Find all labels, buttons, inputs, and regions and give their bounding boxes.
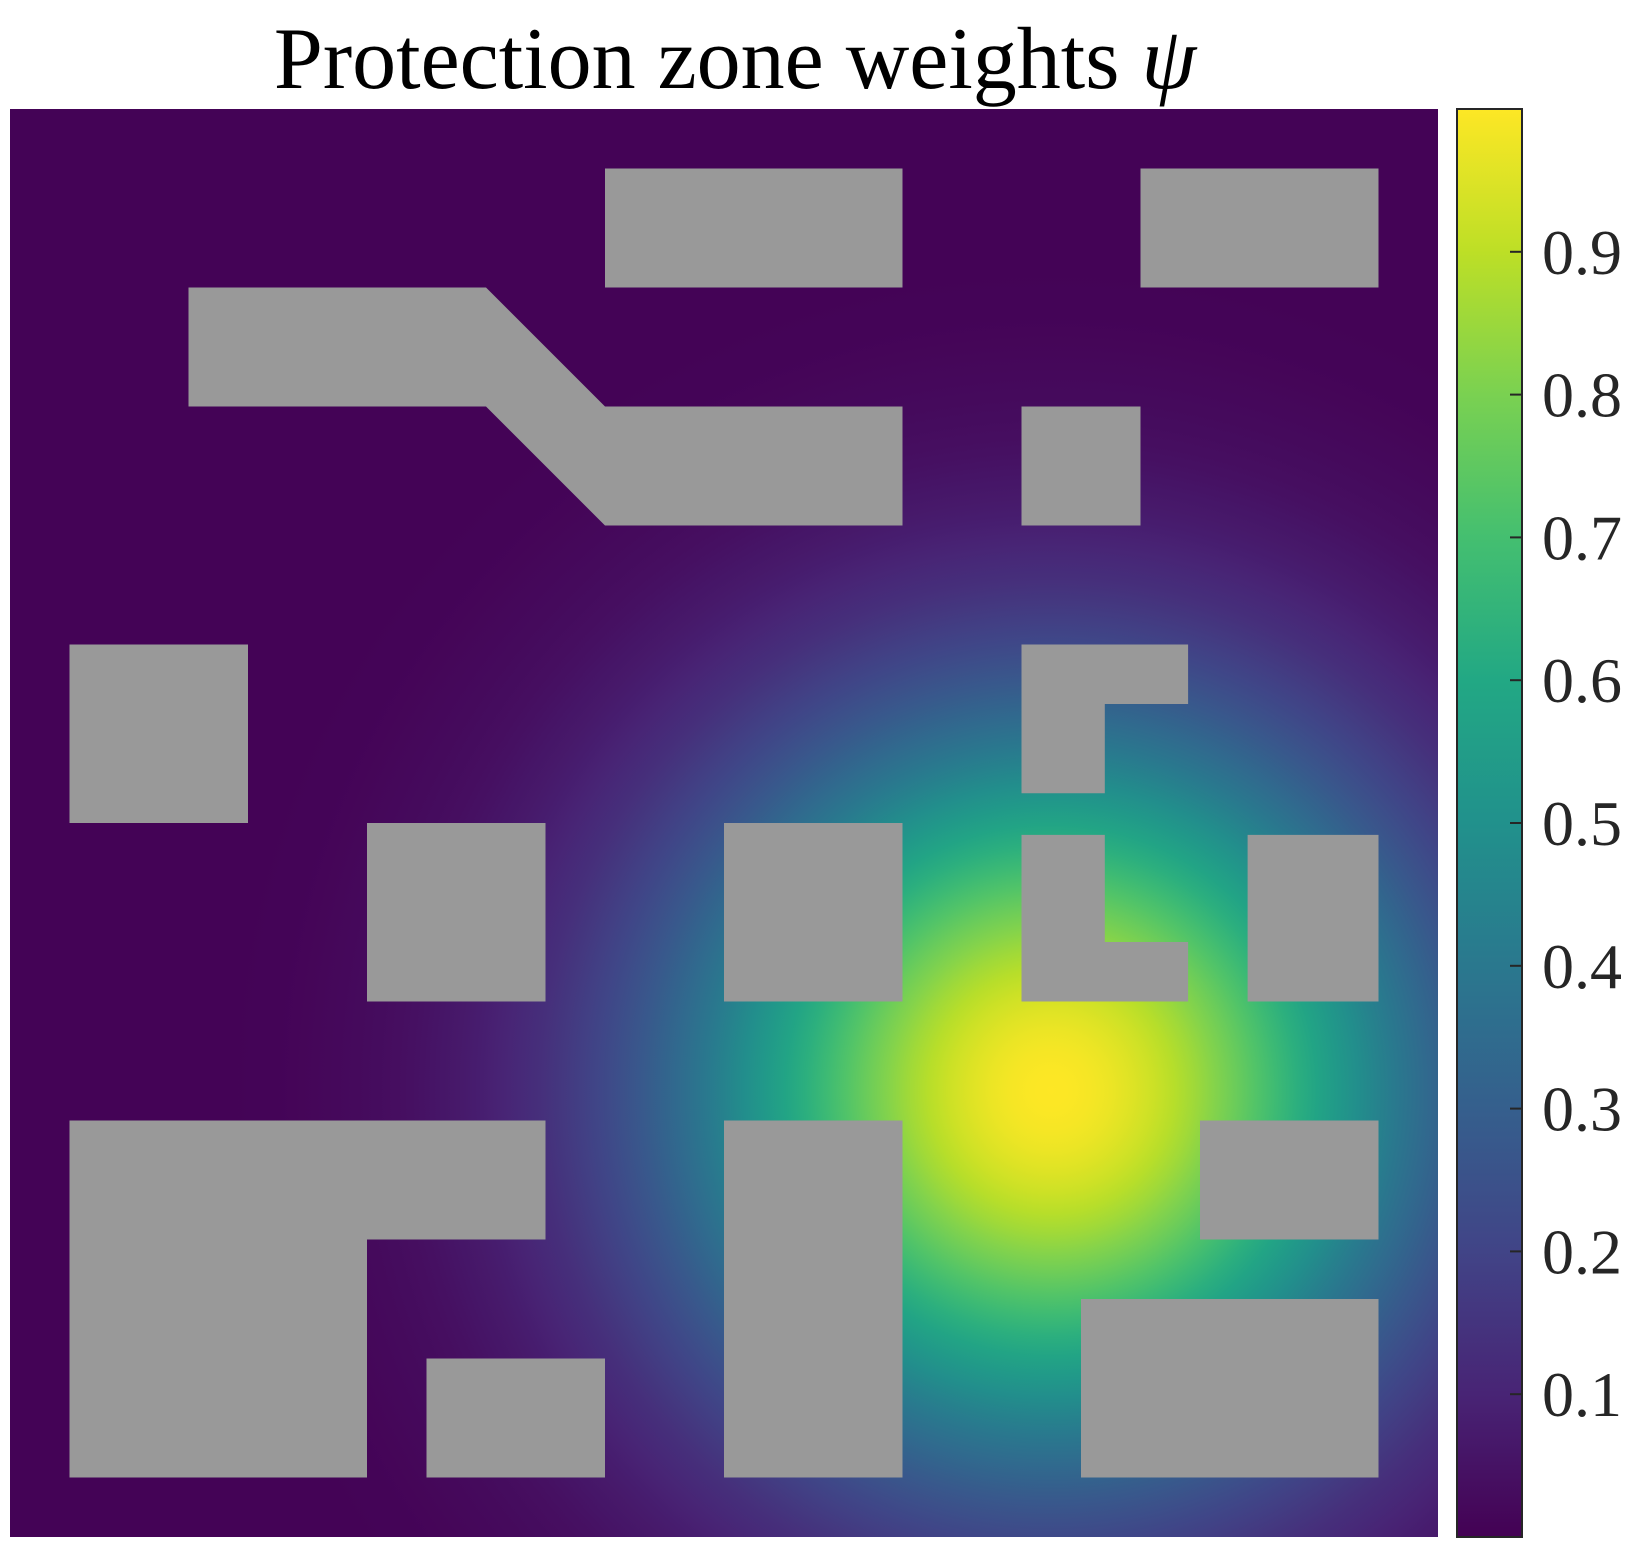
obstacle-5	[69, 644, 248, 823]
obstacle-15	[1081, 1299, 1379, 1478]
obstacle-layer	[69, 168, 1379, 1478]
colorbar-tick-label-4: 0.4	[1542, 931, 1622, 1002]
colorbar-tick-label-3: 0.3	[1542, 1074, 1622, 1145]
obstacle-9	[1021, 834, 1189, 1002]
obstacle-3	[188, 287, 903, 526]
chart-title: Protection zone weights ψ	[274, 11, 1198, 108]
obstacle-11	[69, 1120, 546, 1478]
obstacle-10	[1247, 834, 1379, 1002]
obstacle-2	[1140, 168, 1379, 288]
heatmap-plot-area	[10, 109, 1438, 1537]
colorbar-tick-label-8: 0.8	[1542, 360, 1622, 431]
obstacle-1	[605, 168, 903, 288]
obstacle-14	[426, 1358, 605, 1478]
colorbar-ticks: 0.1 0.2 0.3 0.4 0.5 0.6 0.7 0.8 0.9	[1510, 217, 1622, 1430]
obstacle-12	[724, 1120, 903, 1478]
obstacle-4	[1021, 406, 1141, 526]
obstacle-8	[724, 823, 903, 1002]
colorbar-tick-label-5: 0.5	[1542, 788, 1622, 859]
chart-title-text: Protection zone weights	[274, 11, 1120, 108]
colorbar-tick-label-6: 0.6	[1542, 645, 1622, 716]
colorbar-tick-label-7: 0.7	[1542, 502, 1622, 573]
colorbar-tick-label-9: 0.9	[1542, 217, 1622, 288]
colorbar: 0.1 0.2 0.3 0.4 0.5 0.6 0.7 0.8 0.9	[1456, 108, 1622, 1538]
obstacle-13	[1200, 1120, 1379, 1240]
colorbar-tick-label-1: 0.1	[1542, 1359, 1622, 1430]
obstacle-6	[1021, 644, 1189, 794]
chart-title-symbol: ψ	[1141, 11, 1197, 108]
colorbar-tick-label-2: 0.2	[1542, 1216, 1622, 1287]
obstacle-7	[367, 823, 546, 1002]
